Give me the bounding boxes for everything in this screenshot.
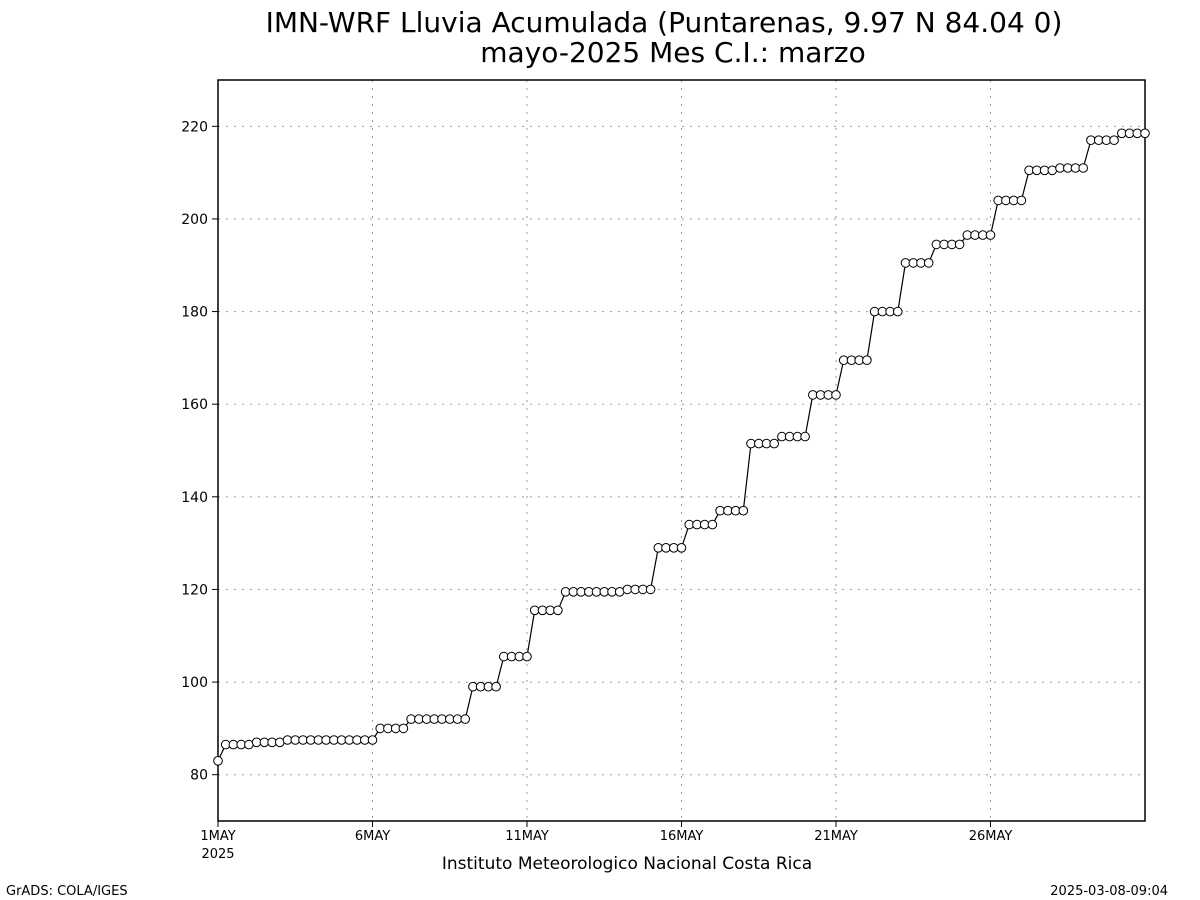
chart-title: IMN-WRF Lluvia Acumulada (Puntarenas, 9.… — [266, 6, 1063, 39]
data-point — [1078, 163, 1088, 173]
gridlines — [218, 80, 1145, 821]
data-point — [213, 756, 223, 766]
x-tick-label: 11MAY — [505, 829, 549, 844]
data-point — [645, 584, 656, 595]
data-point — [1016, 195, 1027, 206]
data-point — [954, 239, 965, 250]
y-tick-label: 100 — [181, 675, 208, 691]
x-axis: 1MAY 2025 6MAY 11MAY 16MAY 21MAY 26MAY — [200, 821, 1012, 862]
data-point — [893, 306, 903, 317]
data-point — [676, 543, 687, 553]
data-point — [862, 355, 872, 366]
data-point — [553, 605, 563, 616]
footer-left: GrADS: COLA/IGES — [6, 884, 128, 899]
data-point — [769, 438, 780, 449]
data-point — [985, 230, 996, 240]
y-tick-label: 200 — [181, 212, 208, 228]
data-point — [1109, 135, 1119, 145]
y-tick-label: 180 — [181, 305, 208, 321]
data-point — [1140, 128, 1150, 139]
data-point — [367, 735, 378, 745]
data-point — [460, 714, 471, 724]
data-point — [398, 723, 409, 734]
data-point — [831, 390, 841, 400]
x-tick-label: 16MAY — [660, 829, 704, 844]
y-tick-label: 80 — [190, 768, 208, 784]
y-axis: 80 100 120 140 160 180 200 220 — [181, 119, 218, 784]
x-tick-label: 26MAY — [969, 829, 1013, 844]
x-tick-sublabel: 2025 — [201, 847, 234, 862]
y-tick-label: 220 — [181, 119, 208, 135]
chart-subtitle: mayo-2025 Mes C.I.: marzo — [480, 36, 866, 69]
data-point — [738, 505, 749, 516]
data-point — [923, 258, 934, 268]
x-axis-label: Instituto Meteorologico Nacional Costa R… — [442, 854, 812, 874]
footer-right: 2025-03-08-09:04 — [1050, 884, 1168, 899]
data-point — [707, 519, 718, 530]
plot-frame — [217, 79, 1146, 822]
y-tick-label: 140 — [181, 490, 208, 506]
x-tick-label: 21MAY — [814, 829, 858, 844]
y-tick-label: 120 — [181, 582, 208, 598]
series-line — [217, 132, 1145, 762]
data-point — [522, 651, 532, 662]
x-tick-label: 1MAY — [200, 829, 235, 844]
data-point — [800, 431, 810, 442]
data-point — [491, 681, 501, 692]
y-tick-label: 160 — [181, 397, 208, 413]
x-tick-label: 6MAY — [355, 829, 390, 844]
series-group — [213, 128, 1150, 766]
